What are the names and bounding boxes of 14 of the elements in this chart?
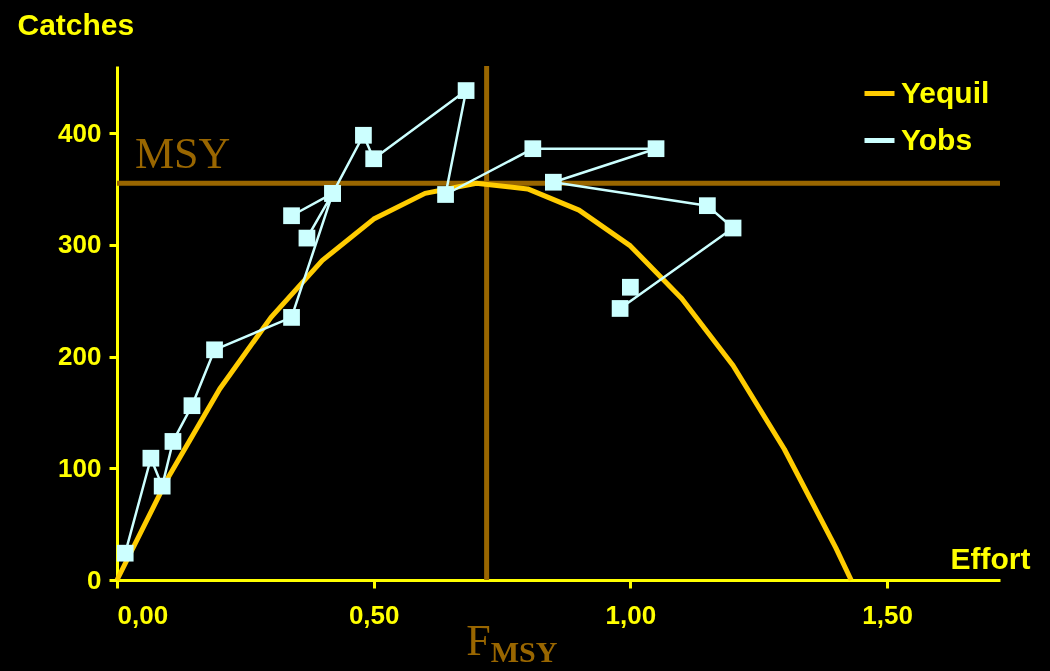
x-tick-label: 0,00 (117, 599, 169, 630)
x-tick-label: 0,50 (348, 599, 400, 630)
y-tick-label: 300 (58, 229, 102, 260)
legend-label: Yequil (901, 75, 990, 109)
y-axis-title: Catches (17, 7, 135, 41)
x-tick-label: 1,00 (605, 599, 657, 630)
x-tick-label: 1,50 (862, 599, 913, 630)
x-axis-title: Effort (950, 541, 1031, 575)
y-tick-label: 100 (58, 452, 102, 483)
y-tick-label: 0 (87, 564, 102, 595)
ref-line-label: MSY (135, 129, 231, 179)
y-tick-label: 400 (58, 117, 102, 148)
legend-label: Yobs (901, 122, 973, 156)
y-tick-label: 200 (58, 341, 102, 372)
